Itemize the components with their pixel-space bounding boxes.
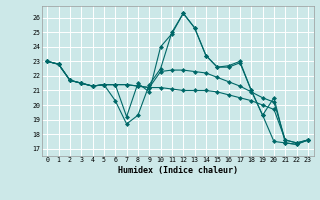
X-axis label: Humidex (Indice chaleur): Humidex (Indice chaleur)	[118, 166, 237, 175]
